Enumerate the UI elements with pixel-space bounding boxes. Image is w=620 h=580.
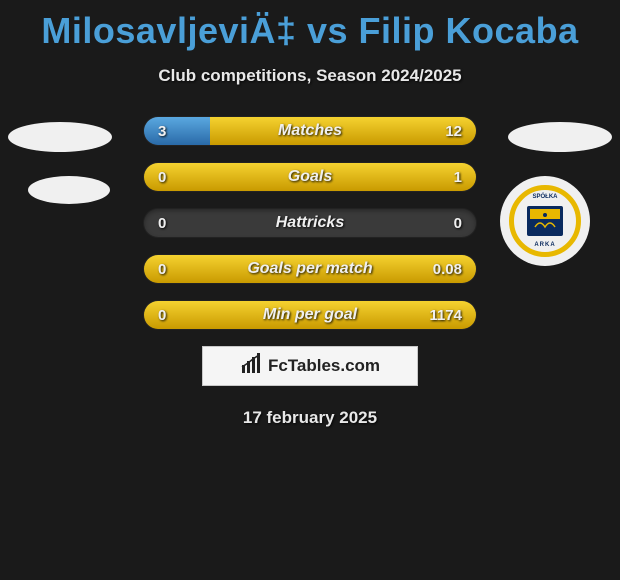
comparison-title: MilosavljeviÄ‡ vs Filip Kocaba bbox=[0, 0, 620, 52]
stat-value-left: 3 bbox=[158, 117, 166, 145]
bar-fill-left bbox=[144, 117, 210, 145]
badge-text-top: SPÓŁKA bbox=[532, 194, 557, 200]
stat-row: 0 0Hattricks bbox=[143, 208, 477, 238]
bar-fill-right bbox=[144, 255, 476, 283]
stat-value-left: 0 bbox=[158, 301, 166, 329]
player2-logo-placeholder-1 bbox=[508, 122, 612, 152]
brand-chart-icon bbox=[240, 353, 262, 380]
brand-box[interactable]: FcTables.com bbox=[202, 346, 418, 386]
stat-value-right: 0 bbox=[454, 209, 462, 237]
bar-fill-right bbox=[210, 117, 476, 145]
badge-text-bottom: ARKA bbox=[534, 242, 555, 248]
stat-row: 312Matches bbox=[143, 116, 477, 146]
badge-flag-icon bbox=[527, 206, 563, 236]
stat-value-left: 0 bbox=[158, 163, 166, 191]
stat-row: 00.08Goals per match bbox=[143, 254, 477, 284]
stat-value-left: 0 bbox=[158, 255, 166, 283]
stat-value-right: 1 bbox=[454, 163, 462, 191]
stat-row: 01Goals bbox=[143, 162, 477, 192]
stat-row: 01174Min per goal bbox=[143, 300, 477, 330]
bar-fill-right bbox=[144, 163, 476, 191]
player1-logo-placeholder-1 bbox=[8, 122, 112, 152]
stat-value-right: 0.08 bbox=[433, 255, 462, 283]
player2-club-badge: SPÓŁKA ARKA bbox=[500, 176, 590, 266]
stat-value-right: 12 bbox=[445, 117, 462, 145]
stat-label: Hattricks bbox=[144, 209, 476, 237]
club-badge-inner: SPÓŁKA ARKA bbox=[509, 185, 581, 257]
player1-logo-placeholder-2 bbox=[28, 176, 110, 204]
bar-fill-right bbox=[144, 301, 476, 329]
stat-value-right: 1174 bbox=[429, 301, 462, 329]
brand-text: FcTables.com bbox=[268, 356, 380, 376]
date-text: 17 february 2025 bbox=[0, 408, 620, 428]
comparison-subtitle: Club competitions, Season 2024/2025 bbox=[0, 66, 620, 86]
stat-value-left: 0 bbox=[158, 209, 166, 237]
